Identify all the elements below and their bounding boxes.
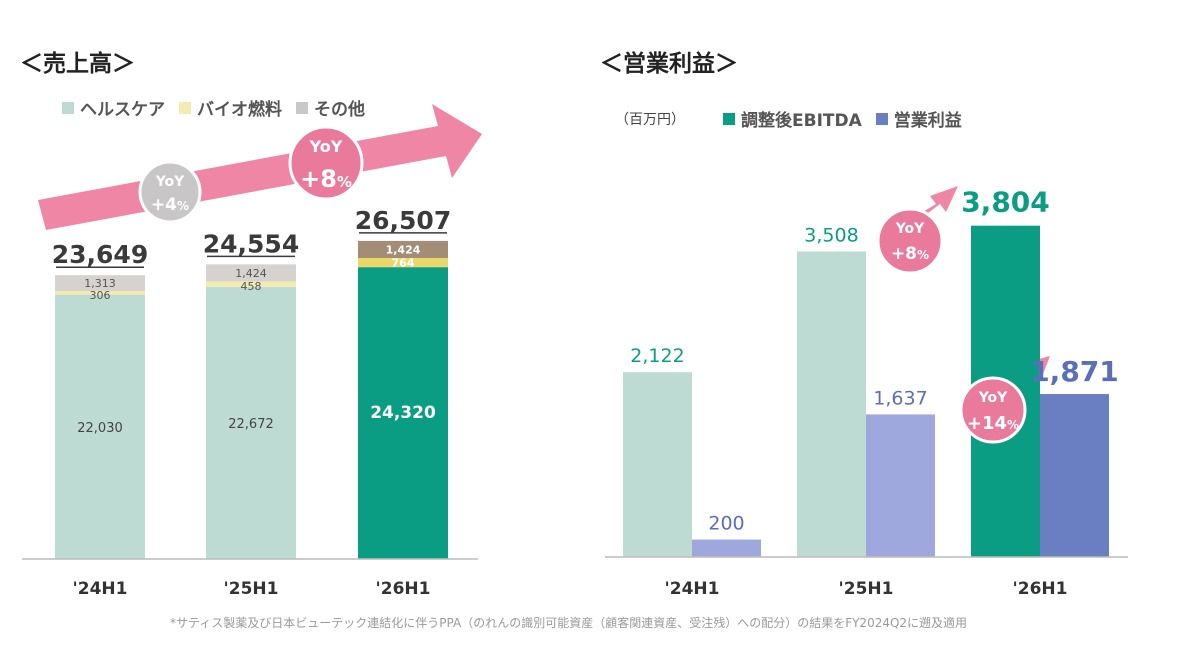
yoy-percent: % <box>337 173 352 191</box>
profit-legend: （百万円） 調整後EBITDA 営業利益 <box>615 106 976 131</box>
yoy-value: +8% <box>300 165 352 193</box>
bar-other <box>55 275 145 291</box>
legend-label-biofuel: バイオ燃料 <box>197 100 282 120</box>
bar-total-label: 24,554 <box>203 229 299 258</box>
bar-other <box>206 264 296 282</box>
bar-total-label: 23,649 <box>52 240 148 269</box>
legend-label-other: その他 <box>314 100 365 120</box>
x-tick-label: '25H1 <box>839 579 894 599</box>
bar-biofuel <box>55 290 145 295</box>
legend-label-ebitda: 調整後EBITDA <box>741 111 862 131</box>
yoy-percent: % <box>177 199 189 213</box>
yoy-label: YoY <box>895 221 925 237</box>
bar-label-operating-profit: 1,637 <box>873 387 927 409</box>
sales-stacked-bar-chart: 22,0303061,31323,649'24H122,6724581,4242… <box>52 206 451 599</box>
x-tick-label: '26H1 <box>1013 579 1068 599</box>
bar-label-ebitda: 3,508 <box>804 224 858 246</box>
bar-label-biofuel: 306 <box>90 289 111 302</box>
operating-profit-title: ＜営業利益＞ <box>600 51 738 77</box>
yoy-percent: % <box>1007 418 1019 432</box>
yoy-number: +14 <box>967 413 1007 434</box>
yoy-badge-ebitda-26: YoY +8% <box>876 207 944 275</box>
sales-legend: ヘルスケア バイオ燃料 その他 <box>62 95 379 120</box>
yoy-percent: % <box>917 248 929 262</box>
yoy-number: +8 <box>300 165 337 193</box>
sales-title: ＜売上高＞ <box>20 51 135 77</box>
bar-label-ebitda: 3,804 <box>961 186 1050 219</box>
bar-operating-profit <box>692 539 761 557</box>
legend-item-ebitda: 調整後EBITDA <box>723 106 862 131</box>
yoy-label: YoY <box>155 174 185 190</box>
legend-item-operating-profit: 営業利益 <box>875 106 962 131</box>
legend-item-biofuel: バイオ燃料 <box>179 95 282 120</box>
bar-ebitda <box>623 372 692 557</box>
yoy-badge-sales-26: YoY +8% <box>288 125 364 201</box>
yoy-number: +4 <box>151 195 177 215</box>
bar-label-operating-profit: 200 <box>708 513 744 535</box>
x-tick-label: '26H1 <box>376 579 431 599</box>
yoy-badge-circle <box>959 376 1027 444</box>
legend-swatch-operating-profit <box>875 112 888 125</box>
legend-item-healthcare: ヘルスケア <box>62 95 165 120</box>
bar-label-ebitda: 2,122 <box>630 345 684 367</box>
x-tick-label: '24H1 <box>73 579 128 599</box>
yoy-value: +4% <box>151 195 189 215</box>
yoy-badge-op-26: YoY +14% <box>959 376 1027 444</box>
yoy-label: YoY <box>309 137 343 156</box>
profit-bar-chart: 2,122 200 '24H1 3,508 1,637 '25H1 3,804 1,871 '2… <box>623 186 1119 599</box>
bar-label-healthcare: 22,030 <box>77 421 123 436</box>
x-tick-label: '24H1 <box>665 579 720 599</box>
bar-biofuel <box>206 281 296 287</box>
legend-label-operating-profit: 営業利益 <box>893 111 962 131</box>
yoy-badge-circle <box>876 207 944 275</box>
yoy-value: +8% <box>891 244 929 264</box>
bar-operating-profit <box>866 414 935 557</box>
yoy-badge-sales-25: YoY +4% <box>138 160 202 224</box>
bar-ebitda <box>797 251 866 558</box>
bar-label-biofuel: 458 <box>241 280 262 293</box>
yoy-number: +8 <box>891 244 917 264</box>
legend-item-other: その他 <box>296 95 365 120</box>
legend-label-healthcare: ヘルスケア <box>80 100 165 120</box>
yoy-badge-circle <box>138 160 202 224</box>
bar-healthcare <box>206 286 296 559</box>
legend-swatch-ebitda <box>723 112 735 125</box>
bar-label-healthcare: 22,672 <box>228 417 274 432</box>
legend-swatch-biofuel <box>179 101 191 114</box>
bar-label-healthcare: 24,320 <box>370 403 436 423</box>
bar-label-operating-profit: 1,871 <box>1030 355 1119 388</box>
bar-total-label: 26,507 <box>355 206 451 235</box>
footnote: *サティス製薬及び日本ビューテック連結化に伴うPPA（のれんの識別可能資産（顧客… <box>170 616 968 630</box>
bar-operating-profit <box>1040 394 1109 557</box>
x-tick-label: '25H1 <box>224 579 279 599</box>
bar-biofuel <box>358 257 448 268</box>
bar-label-other: 1,424 <box>235 267 267 280</box>
legend-swatch-healthcare <box>62 101 74 114</box>
yoy-value: +14% <box>967 413 1019 434</box>
bar-label-biofuel: 764 <box>392 257 415 270</box>
yoy-label: YoY <box>978 390 1008 406</box>
bar-other <box>358 240 448 258</box>
bar-healthcare <box>55 294 145 559</box>
bar-label-other: 1,313 <box>84 277 116 290</box>
yoy-badge-circle <box>288 125 364 201</box>
bar-healthcare <box>358 267 448 559</box>
legend-swatch-other <box>296 101 308 114</box>
unit-label: （百万円） <box>615 111 685 128</box>
bar-label-other: 1,424 <box>386 243 421 256</box>
